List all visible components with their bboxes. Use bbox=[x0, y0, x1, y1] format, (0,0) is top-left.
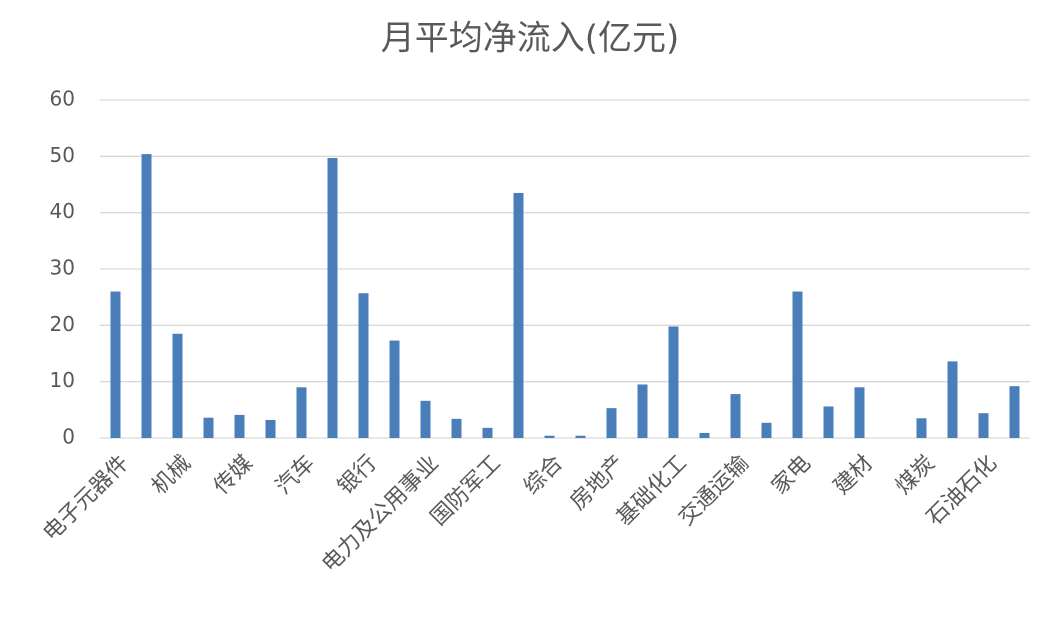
x-tick-label: 家电 bbox=[767, 451, 816, 500]
bar bbox=[451, 418, 462, 438]
y-tick-label: 50 bbox=[50, 143, 75, 167]
bar bbox=[389, 340, 400, 438]
x-tick-label: 煤炭 bbox=[891, 451, 940, 500]
x-tick-label: 电子元器件 bbox=[39, 451, 134, 546]
bar bbox=[172, 333, 183, 438]
bar bbox=[854, 387, 865, 438]
y-tick-label: 40 bbox=[50, 199, 75, 223]
bar bbox=[792, 291, 803, 438]
bar bbox=[606, 408, 617, 438]
bar bbox=[1009, 386, 1020, 438]
bar bbox=[296, 387, 307, 438]
bar bbox=[327, 158, 338, 439]
bar bbox=[544, 435, 555, 438]
y-tick-label: 30 bbox=[50, 256, 75, 280]
bar bbox=[265, 419, 276, 438]
x-tick-label: 银行 bbox=[333, 451, 382, 500]
x-tick-label: 电力及公用事业 bbox=[317, 451, 444, 578]
bar bbox=[513, 192, 524, 438]
bar bbox=[358, 293, 369, 438]
y-tick-label: 60 bbox=[50, 87, 75, 111]
chart-title: 月平均净流入(亿元) bbox=[381, 19, 680, 59]
bar bbox=[947, 361, 958, 438]
x-tick-label: 传媒 bbox=[209, 451, 258, 500]
bar bbox=[575, 435, 586, 438]
x-tick-label: 汽车 bbox=[271, 451, 320, 500]
y-tick-label: 20 bbox=[50, 312, 75, 336]
bar bbox=[730, 394, 741, 438]
x-tick-label: 综合 bbox=[519, 451, 568, 500]
bar bbox=[637, 384, 648, 438]
bar bbox=[823, 406, 834, 438]
x-tick-label: 机械 bbox=[147, 451, 196, 500]
bar bbox=[110, 291, 121, 438]
bar bbox=[203, 417, 214, 438]
bar bbox=[420, 400, 431, 438]
bar bbox=[668, 326, 679, 438]
bar bbox=[978, 413, 989, 438]
bar bbox=[482, 427, 493, 438]
x-tick-label: 建材 bbox=[829, 451, 878, 500]
bar bbox=[234, 414, 245, 438]
bar bbox=[141, 154, 152, 438]
bar bbox=[699, 432, 710, 438]
bar bbox=[916, 418, 927, 438]
y-tick-label: 0 bbox=[62, 425, 75, 449]
bar bbox=[761, 422, 772, 438]
y-tick-label: 10 bbox=[50, 368, 75, 392]
